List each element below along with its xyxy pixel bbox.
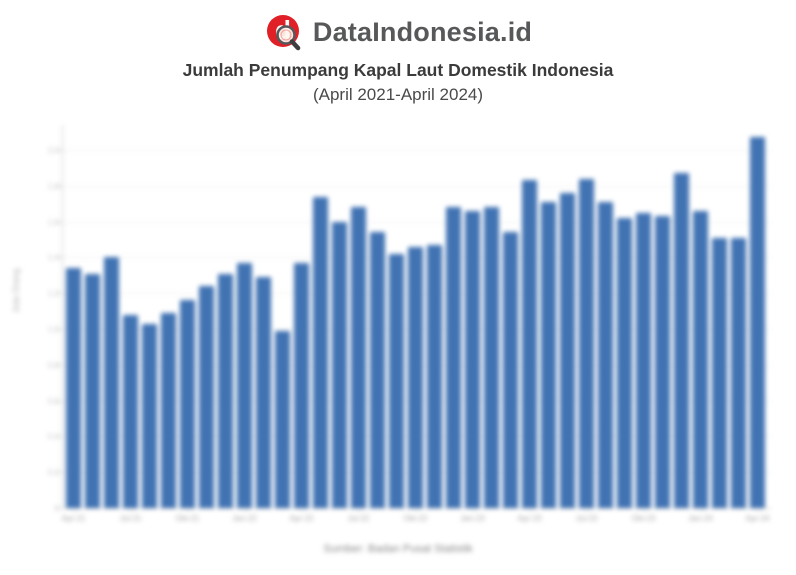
y-tick-label: 1,2 [47,289,59,299]
bar [598,201,613,508]
y-tick-label: 1,0 [47,325,59,334]
bar [161,312,176,508]
brand-logo: d DataIndonesia.id [0,12,796,52]
gridline [63,185,771,187]
bar [712,237,727,508]
bar-chart: Juta Orang 0 0,2 0,4 0,6 0,8 1,0 1,2 1,4 1,6 1,8 2… [0,118,796,530]
x-axis-tick [700,508,702,512]
x-tick-label: Jul-22 [347,514,370,523]
bar [199,286,214,508]
x-tick-label: Apr-24 [745,514,770,523]
x-tick-label: Jan-23 [460,514,485,523]
x-axis-tick [472,508,474,512]
x-tick-label: Apr-22 [289,514,314,523]
x-axis-tick [244,508,246,512]
bar [750,137,765,508]
x-axis-tick [358,508,360,512]
x-tick-label: Jan-24 [688,514,713,523]
bar [408,246,423,508]
bar [446,207,461,508]
bar [522,180,537,508]
bar [275,330,290,508]
bar [636,212,651,508]
bar [104,257,119,508]
x-axis-tick [130,508,132,512]
x-tick-label: Okt-23 [631,514,656,523]
chart-title: Jumlah Penumpang Kapal Laut Domestik Ind… [182,60,614,80]
x-axis-tick [757,508,759,512]
y-tick-label: 1,4 [47,253,59,263]
bar [617,218,632,508]
x-tick-label: Apr-23 [517,514,542,523]
y-axis-tick [57,221,62,223]
bar [465,210,480,508]
bar [180,300,195,508]
y-axis-tick [57,364,62,366]
x-axis-tick [415,508,417,512]
bar [389,253,404,508]
y-axis-tick [57,150,62,151]
x-axis-tick [73,508,75,512]
bar [218,273,233,508]
chart-subtitle: (April 2021-April 2024) [312,85,484,104]
y-tick-label: 0,8 [47,360,59,370]
gridline [63,150,771,151]
bar [332,221,347,508]
y-axis-tick [57,472,62,474]
bar [237,262,252,508]
y-axis-tick [57,400,62,402]
dataindonesia-logo-icon: d [266,15,301,51]
x-axis-tick [529,508,531,512]
y-axis-tick [57,185,62,187]
bar [503,232,518,508]
bar [370,232,385,508]
bar [484,207,499,508]
x-axis-tick [301,508,303,512]
bar [541,201,556,508]
plot-area: 0 0,2 0,4 0,6 0,8 1,0 1,2 1,4 1,6 1,8 2,0 Apr-21 Jul… [48,125,771,523]
bar [294,262,309,508]
bar [560,192,575,508]
x-axis-tick [643,508,645,512]
bar [85,273,100,508]
bar [256,277,271,508]
bar [731,237,746,508]
y-axis-tick [57,293,62,295]
bar [123,314,138,508]
source-caption: Sumber: Badan Pusat Statistik [323,543,473,555]
y-tick-label: 2,0 [47,146,59,155]
y-axis-tick [57,329,62,330]
y-tick-label: 0,4 [47,432,59,442]
bar [427,244,442,508]
y-tick-label: 0 [54,504,59,513]
y-axis-tick [57,257,62,259]
x-tick-label: Okt-22 [403,514,428,523]
gridline [63,221,771,223]
brand-name: DataIndonesia.id [312,16,533,47]
y-tick-label: 0,2 [47,468,59,478]
x-axis-tick [187,508,189,512]
x-axis-tick [586,508,588,512]
y-tick-label: 1,6 [47,217,59,227]
x-tick-label: Jul-21 [119,514,142,523]
x-tick-label: Apr-21 [61,514,86,523]
bar [351,207,366,508]
x-tick-label: Jan-22 [232,514,257,523]
bar [313,196,328,508]
bar [674,173,689,508]
y-axis-tick [57,508,62,509]
bar [693,210,708,508]
x-tick-label: Jul-23 [575,514,598,523]
bar [66,268,81,508]
y-axis-tick [57,436,62,438]
x-tick-label: Okt-21 [175,514,200,523]
y-tick-label: 0,6 [47,396,59,406]
bar [142,323,157,508]
bar [655,216,670,508]
bar [579,178,594,508]
y-tick-label: 1,8 [47,181,59,191]
